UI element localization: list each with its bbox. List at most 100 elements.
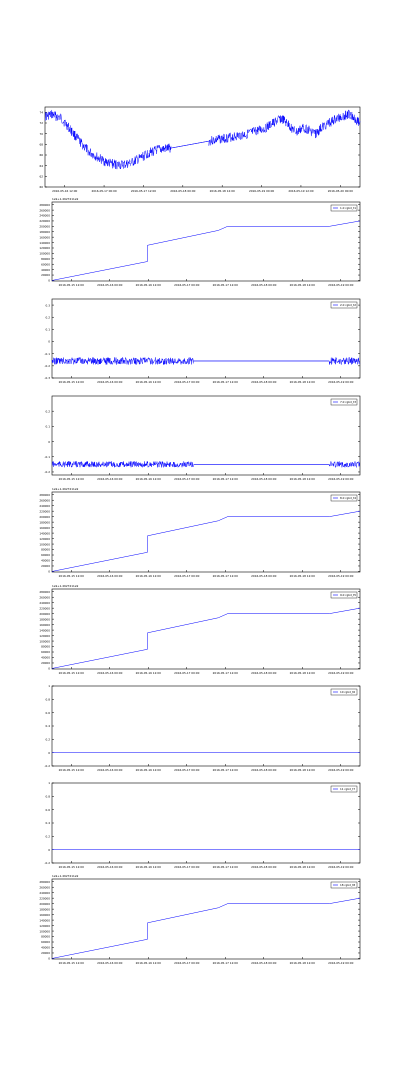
- x-tick-label: 2016-05-16 00:00: [97, 768, 122, 772]
- y-tick-label: 0.8: [46, 795, 51, 799]
- y-tick-label: 0.2: [46, 315, 51, 319]
- x-tick-label: 2016-05-16 00:00: [97, 283, 122, 287]
- y-tick-label: 66: [39, 153, 43, 157]
- y-tick-label: 0: [48, 848, 50, 852]
- series-line: [51, 510, 361, 572]
- x-tick-label: 2016-05-18 00:00: [251, 671, 276, 675]
- legend-label: 2.0 rgbd_t2: [340, 303, 356, 307]
- plot-frame: [51, 491, 361, 573]
- y-tick-label: 1: [48, 684, 50, 688]
- y-tick-label: 0: [48, 667, 50, 671]
- y-tick-label: 0: [48, 957, 50, 961]
- x-tick-label: 2016-05-19 00:00: [328, 961, 353, 965]
- y-tick-label: 62: [39, 175, 43, 179]
- x-tick-label: 2016-05-17 12:00: [213, 961, 238, 965]
- y-offset-label: 1e9+1.4627411e9: [52, 197, 78, 201]
- y-tick-label: 140000: [39, 628, 50, 632]
- y-tick-label: 180000: [39, 617, 50, 621]
- chart-panel-3: -0.3 -0.2 -0.1 0 0.1 0.2 0.3 2016-05-15 12:00 20…: [45, 298, 361, 384]
- x-tick-label: 2016-05-16 12:00: [136, 961, 161, 965]
- plot-frame: [51, 878, 361, 960]
- x-tick-label: 2016-05-18 12:00: [210, 189, 235, 193]
- x-tick-label: 2016-05-19 00:00: [328, 671, 353, 675]
- y-tick-label: 160000: [39, 526, 50, 530]
- y-tick-label: 0: [48, 751, 50, 755]
- x-tick-label: 2016-05-18 00:00: [251, 380, 276, 384]
- x-tick-label: 2016-05-16 00:00: [97, 574, 122, 578]
- y-tick-label: 20000: [41, 951, 50, 955]
- y-tick-label: 80000: [41, 257, 50, 261]
- x-tick-label: 2016-05-19 00:00: [328, 865, 353, 869]
- series-line: [51, 607, 361, 669]
- x-tick-label: 2016-05-19 12:00: [288, 189, 313, 193]
- y-tick-label: 0.6: [46, 711, 51, 715]
- y-offset-label: 1e9+1.4627411e9: [52, 487, 78, 491]
- x-tick-label: 2016-05-18 12:00: [290, 574, 315, 578]
- x-tick-label: 2016-05-18 00:00: [251, 961, 276, 965]
- series-line: [51, 220, 361, 281]
- x-tick-label: 2016-05-17 00:00: [174, 283, 199, 287]
- chart-panel-7: -0.2 0 0.2 0.4 0.6 0.8 1 2016-05-15 12:00 2016-0…: [45, 684, 361, 772]
- x-tick-label: 2016-05-17 12:00: [213, 380, 238, 384]
- gap-connector: [170, 140, 209, 149]
- chart-panel-9: 0200004000060000800001000001200001400001…: [39, 874, 361, 965]
- x-tick-label: 2016-05-18 00:00: [170, 189, 195, 193]
- x-tick-label: 2016-05-17 00:00: [174, 961, 199, 965]
- y-tick-label: 100000: [39, 929, 50, 933]
- y-tick-label: 220000: [39, 219, 50, 223]
- x-tick-label: 2016-05-17 12:00: [213, 574, 238, 578]
- x-tick-label: 2016-05-18 12:00: [290, 768, 315, 772]
- x-tick-label: 2016-05-19 00:00: [328, 380, 353, 384]
- x-tick-label: 2016-05-18 12:00: [290, 865, 315, 869]
- x-tick-label: 2016-05-17 12:00: [213, 768, 238, 772]
- x-tick-label: 2016-05-16 12:00: [136, 477, 161, 481]
- y-tick-label: 120000: [39, 634, 50, 638]
- x-tick-label: 2016-05-18 12:00: [290, 477, 315, 481]
- y-tick-label: 200000: [39, 515, 50, 519]
- y-tick-label: 240000: [39, 214, 50, 218]
- y-tick-label: 0: [48, 279, 50, 283]
- y-tick-label: 70: [39, 132, 43, 136]
- y-tick-label: 0.8: [46, 698, 51, 702]
- legend-box: [330, 301, 358, 309]
- y-tick-label: 0.2: [46, 738, 51, 742]
- y-tick-label: 60: [39, 185, 43, 189]
- y-tick-label: 20000: [41, 273, 50, 277]
- plot-frame: [51, 395, 361, 476]
- y-tick-label: 120000: [39, 246, 50, 250]
- x-tick-label: 2016-05-16 00:00: [97, 961, 122, 965]
- series-line: [51, 897, 361, 959]
- y-tick-label: 220000: [39, 509, 50, 513]
- y-tick-label: -0.3: [45, 376, 51, 380]
- x-tick-label: 2016-05-16 12:00: [136, 768, 161, 772]
- x-tick-label: 2016-05-17 12:00: [131, 189, 156, 193]
- x-tick-label: 2016-05-18 12:00: [290, 671, 315, 675]
- legend-label: 8.0 rgbd_t4: [340, 496, 356, 500]
- plot-frame: [51, 685, 361, 767]
- y-tick-label: 200000: [39, 902, 50, 906]
- x-tick-label: 2016-05-17 00:00: [174, 574, 199, 578]
- x-tick-label: 2016-05-17 12:00: [213, 671, 238, 675]
- x-tick-label: 2016-05-18 00:00: [251, 477, 276, 481]
- x-tick-label: 2016-05-18 00:00: [251, 865, 276, 869]
- legend-box: [330, 591, 358, 599]
- x-tick-label: 2016-05-15 12:00: [59, 283, 84, 287]
- y-tick-label: 0.4: [46, 821, 51, 825]
- y-tick-label: -0.2: [45, 470, 51, 474]
- y-tick-label: 0.3: [46, 303, 51, 307]
- y-tick-label: 280000: [39, 203, 50, 207]
- y-tick-label: 0: [48, 570, 50, 574]
- y-tick-label: 0: [48, 340, 50, 344]
- legend-box: [330, 494, 358, 502]
- legend-box: [330, 881, 358, 889]
- x-tick-label: 2016-05-16 12:00: [136, 283, 161, 287]
- plot-frame: [51, 201, 361, 282]
- y-tick-label: 40000: [41, 946, 50, 950]
- chart-panel-1: 60 62 64 66 68 70 72 74 2016-05-16 12:00 2016-05-…: [39, 106, 361, 193]
- legend-label: 7.0 rgbd_t3: [340, 400, 356, 404]
- y-tick-label: 160000: [39, 235, 50, 239]
- series-line: [44, 109, 361, 170]
- x-tick-label: 2016-05-16 00:00: [97, 671, 122, 675]
- y-tick-label: 200000: [39, 225, 50, 229]
